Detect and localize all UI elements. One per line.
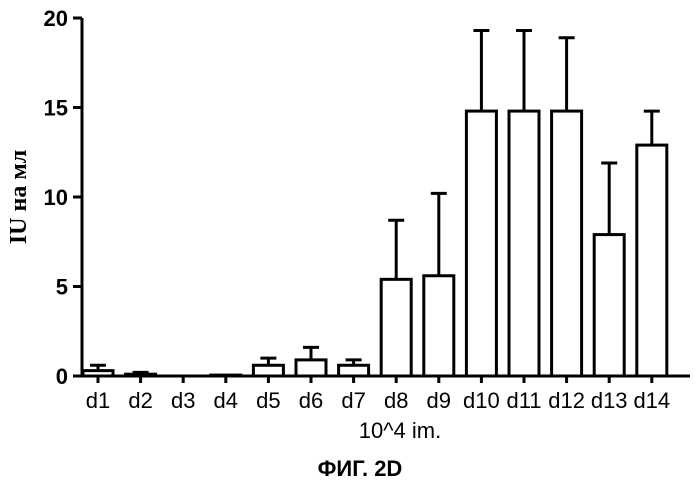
figure-caption: ФИГ. 2D <box>318 456 403 481</box>
x-tick-label-d13: d13 <box>591 388 628 413</box>
y-tick-label: 15 <box>44 96 68 121</box>
x-tick-label-d4: d4 <box>214 388 238 413</box>
bar-d8 <box>381 279 411 376</box>
bar-d1 <box>83 371 113 376</box>
x-tick-label-d10: d10 <box>463 388 500 413</box>
x-tick-label-d5: d5 <box>256 388 280 413</box>
x-tick-label-d6: d6 <box>299 388 323 413</box>
x-axis-label: 10^4 im. <box>359 418 441 443</box>
bars <box>83 111 667 376</box>
bar-d11 <box>509 111 539 376</box>
bar-d14 <box>637 145 667 376</box>
bar-d6 <box>296 360 326 376</box>
x-tick-label-d3: d3 <box>171 388 195 413</box>
y-tick-label: 5 <box>56 275 68 300</box>
x-tick-label-d7: d7 <box>341 388 365 413</box>
x-tick-label-d12: d12 <box>548 388 585 413</box>
x-tick-label-d9: d9 <box>427 388 451 413</box>
x-tick-label-d14: d14 <box>633 388 670 413</box>
bar-d5 <box>253 365 283 376</box>
y-tick-label: 20 <box>44 6 68 31</box>
bar-d10 <box>466 111 496 376</box>
y-tick-label: 10 <box>44 185 68 210</box>
bar-d7 <box>339 365 369 376</box>
y-axis-label: IU на мл <box>6 150 32 244</box>
bar-d13 <box>594 235 624 376</box>
x-tick-label-d8: d8 <box>384 388 408 413</box>
x-tick-label-d1: d1 <box>86 388 110 413</box>
x-tick-label-d11: d11 <box>506 388 541 413</box>
bar-d2 <box>126 374 156 376</box>
y-tick-label: 0 <box>56 364 68 389</box>
bar-d9 <box>424 276 454 376</box>
x-tick-label-d2: d2 <box>128 388 152 413</box>
bar-d12 <box>552 111 582 376</box>
bar-d4 <box>211 375 241 376</box>
